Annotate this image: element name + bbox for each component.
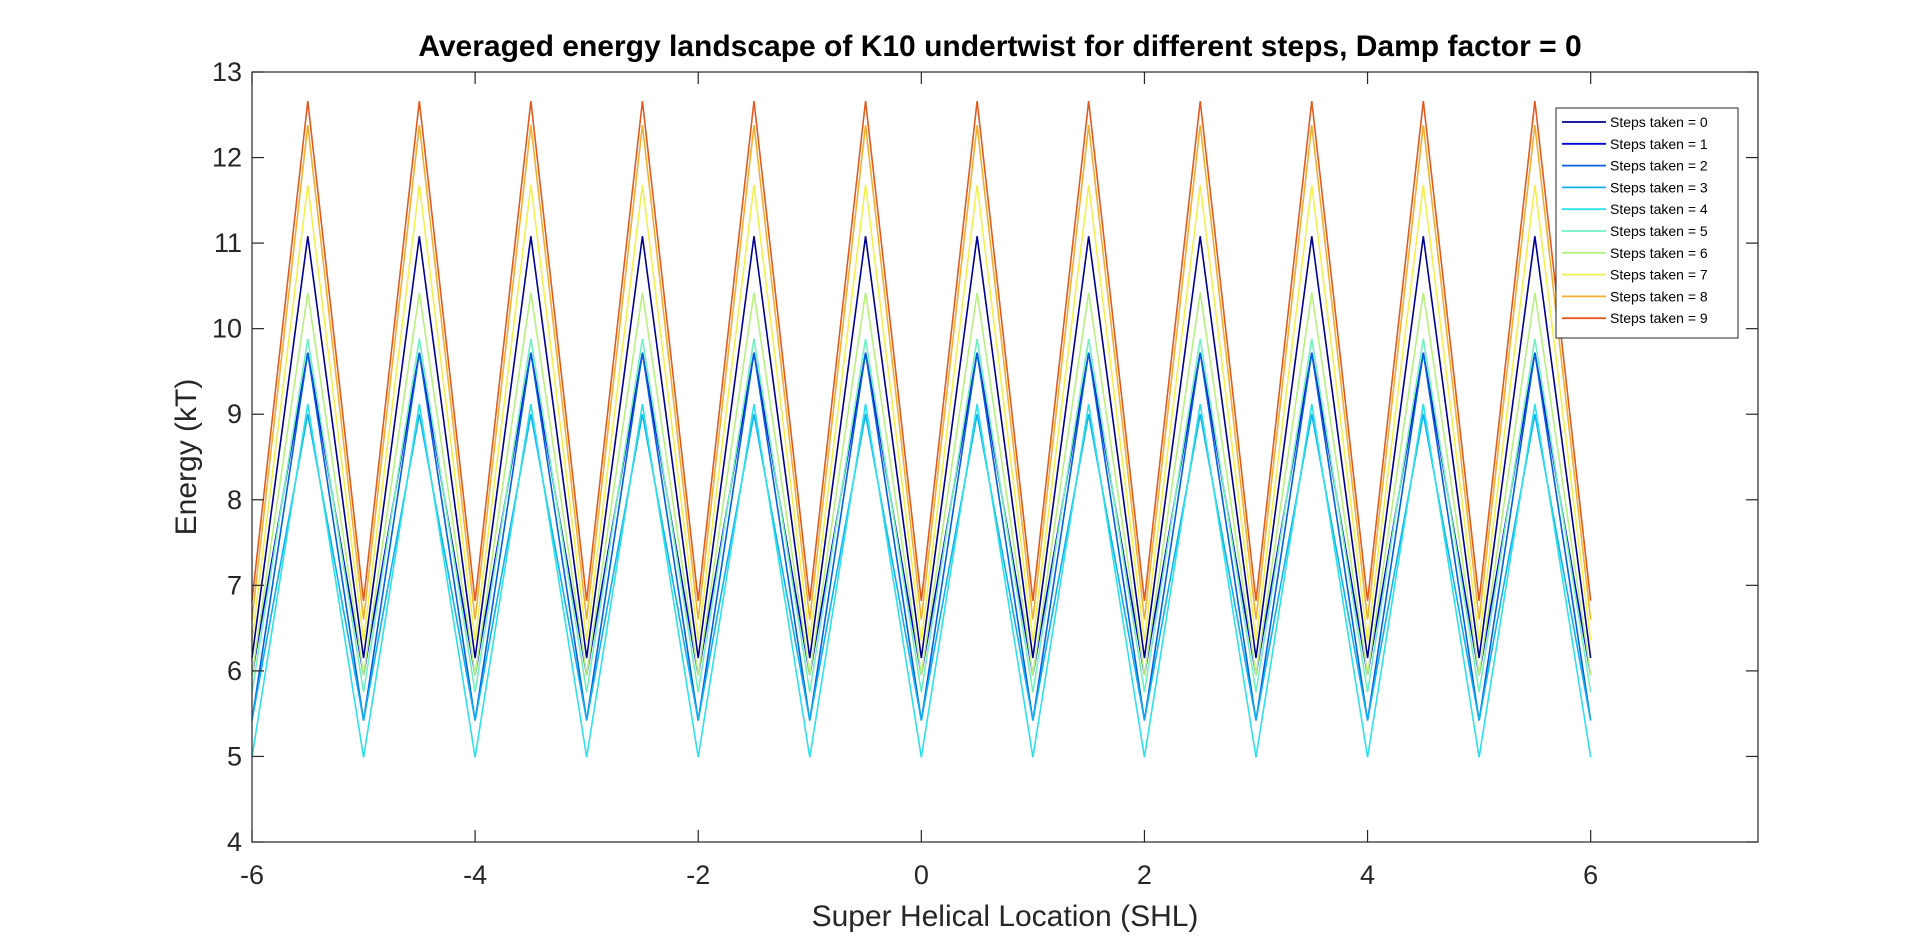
- legend-item[interactable]: Steps taken = 8: [1562, 288, 1708, 304]
- legend-item[interactable]: Steps taken = 7: [1562, 267, 1708, 283]
- series-line-steps-7: [251, 184, 1592, 642]
- plot-area: [252, 72, 1758, 842]
- legend-box: [1555, 107, 1739, 339]
- y-axis-label: Energy (kT): [170, 379, 203, 536]
- axis-ticks: -6 -4 -2 0 2 4 6 4 5 6 7 8 9 10 11 12 13: [212, 57, 1758, 890]
- y-tick-label: 13: [212, 57, 242, 87]
- y-tick-label: 9: [227, 399, 242, 429]
- x-tick-label: -2: [686, 860, 710, 890]
- series-line-steps-6: [251, 292, 1592, 676]
- chart-title: Averaged energy landscape of K10 undertw…: [418, 30, 1581, 63]
- legend-label: Steps taken = 4: [1610, 201, 1708, 217]
- legend-label: Steps taken = 3: [1610, 179, 1708, 195]
- legend-label: Steps taken = 5: [1610, 223, 1708, 239]
- plot-frame: [251, 71, 1759, 843]
- legend-item[interactable]: Steps taken = 3: [1562, 179, 1708, 195]
- y-tick-label: 12: [212, 143, 242, 173]
- series-lines: [251, 101, 1592, 758]
- legend-label: Steps taken = 7: [1610, 267, 1708, 283]
- y-tick-label: 8: [227, 485, 242, 515]
- legend-item[interactable]: Steps taken = 0: [1562, 114, 1708, 130]
- x-tick-label: 2: [1137, 860, 1152, 890]
- legend-label: Steps taken = 6: [1610, 245, 1708, 261]
- series-line-steps-3: [251, 414, 1592, 721]
- series-line-steps-8: [251, 124, 1592, 620]
- series-line-steps-5: [251, 338, 1592, 693]
- y-tick-label: 6: [227, 656, 242, 686]
- y-tick-label: 5: [227, 741, 242, 771]
- y-tick-label: 4: [227, 827, 242, 857]
- series-line-steps-4: [251, 403, 1592, 758]
- x-tick-label: -6: [240, 860, 264, 890]
- legend-item[interactable]: Steps taken = 4: [1562, 201, 1708, 217]
- legend-item[interactable]: Steps taken = 1: [1562, 136, 1708, 152]
- y-tick-label: 11: [214, 228, 242, 258]
- legend-item[interactable]: Steps taken = 9: [1562, 310, 1708, 326]
- legend-label: Steps taken = 2: [1610, 158, 1708, 174]
- series-line-steps-9: [251, 101, 1592, 601]
- x-tick-label: 6: [1583, 860, 1598, 890]
- y-tick-label: 7: [227, 570, 242, 600]
- legend-label: Steps taken = 1: [1610, 136, 1708, 152]
- legend-item[interactable]: Steps taken = 6: [1562, 245, 1708, 261]
- x-tick-label: 4: [1360, 860, 1375, 890]
- x-tick-label: 0: [914, 860, 929, 890]
- legend-label: Steps taken = 0: [1610, 114, 1708, 130]
- legend-item[interactable]: Steps taken = 2: [1562, 158, 1708, 174]
- series-line-steps-0: [251, 236, 1592, 659]
- x-tick-label: -4: [463, 860, 487, 890]
- y-tick-label: 10: [212, 314, 242, 344]
- legend-label: Steps taken = 8: [1610, 288, 1708, 304]
- legend-label: Steps taken = 9: [1610, 310, 1708, 326]
- legend-item[interactable]: Steps taken = 5: [1562, 223, 1708, 239]
- x-axis-label: Super Helical Location (SHL): [812, 900, 1199, 933]
- legend[interactable]: Steps taken = 0 Steps taken = 1 Steps take…: [1555, 107, 1739, 339]
